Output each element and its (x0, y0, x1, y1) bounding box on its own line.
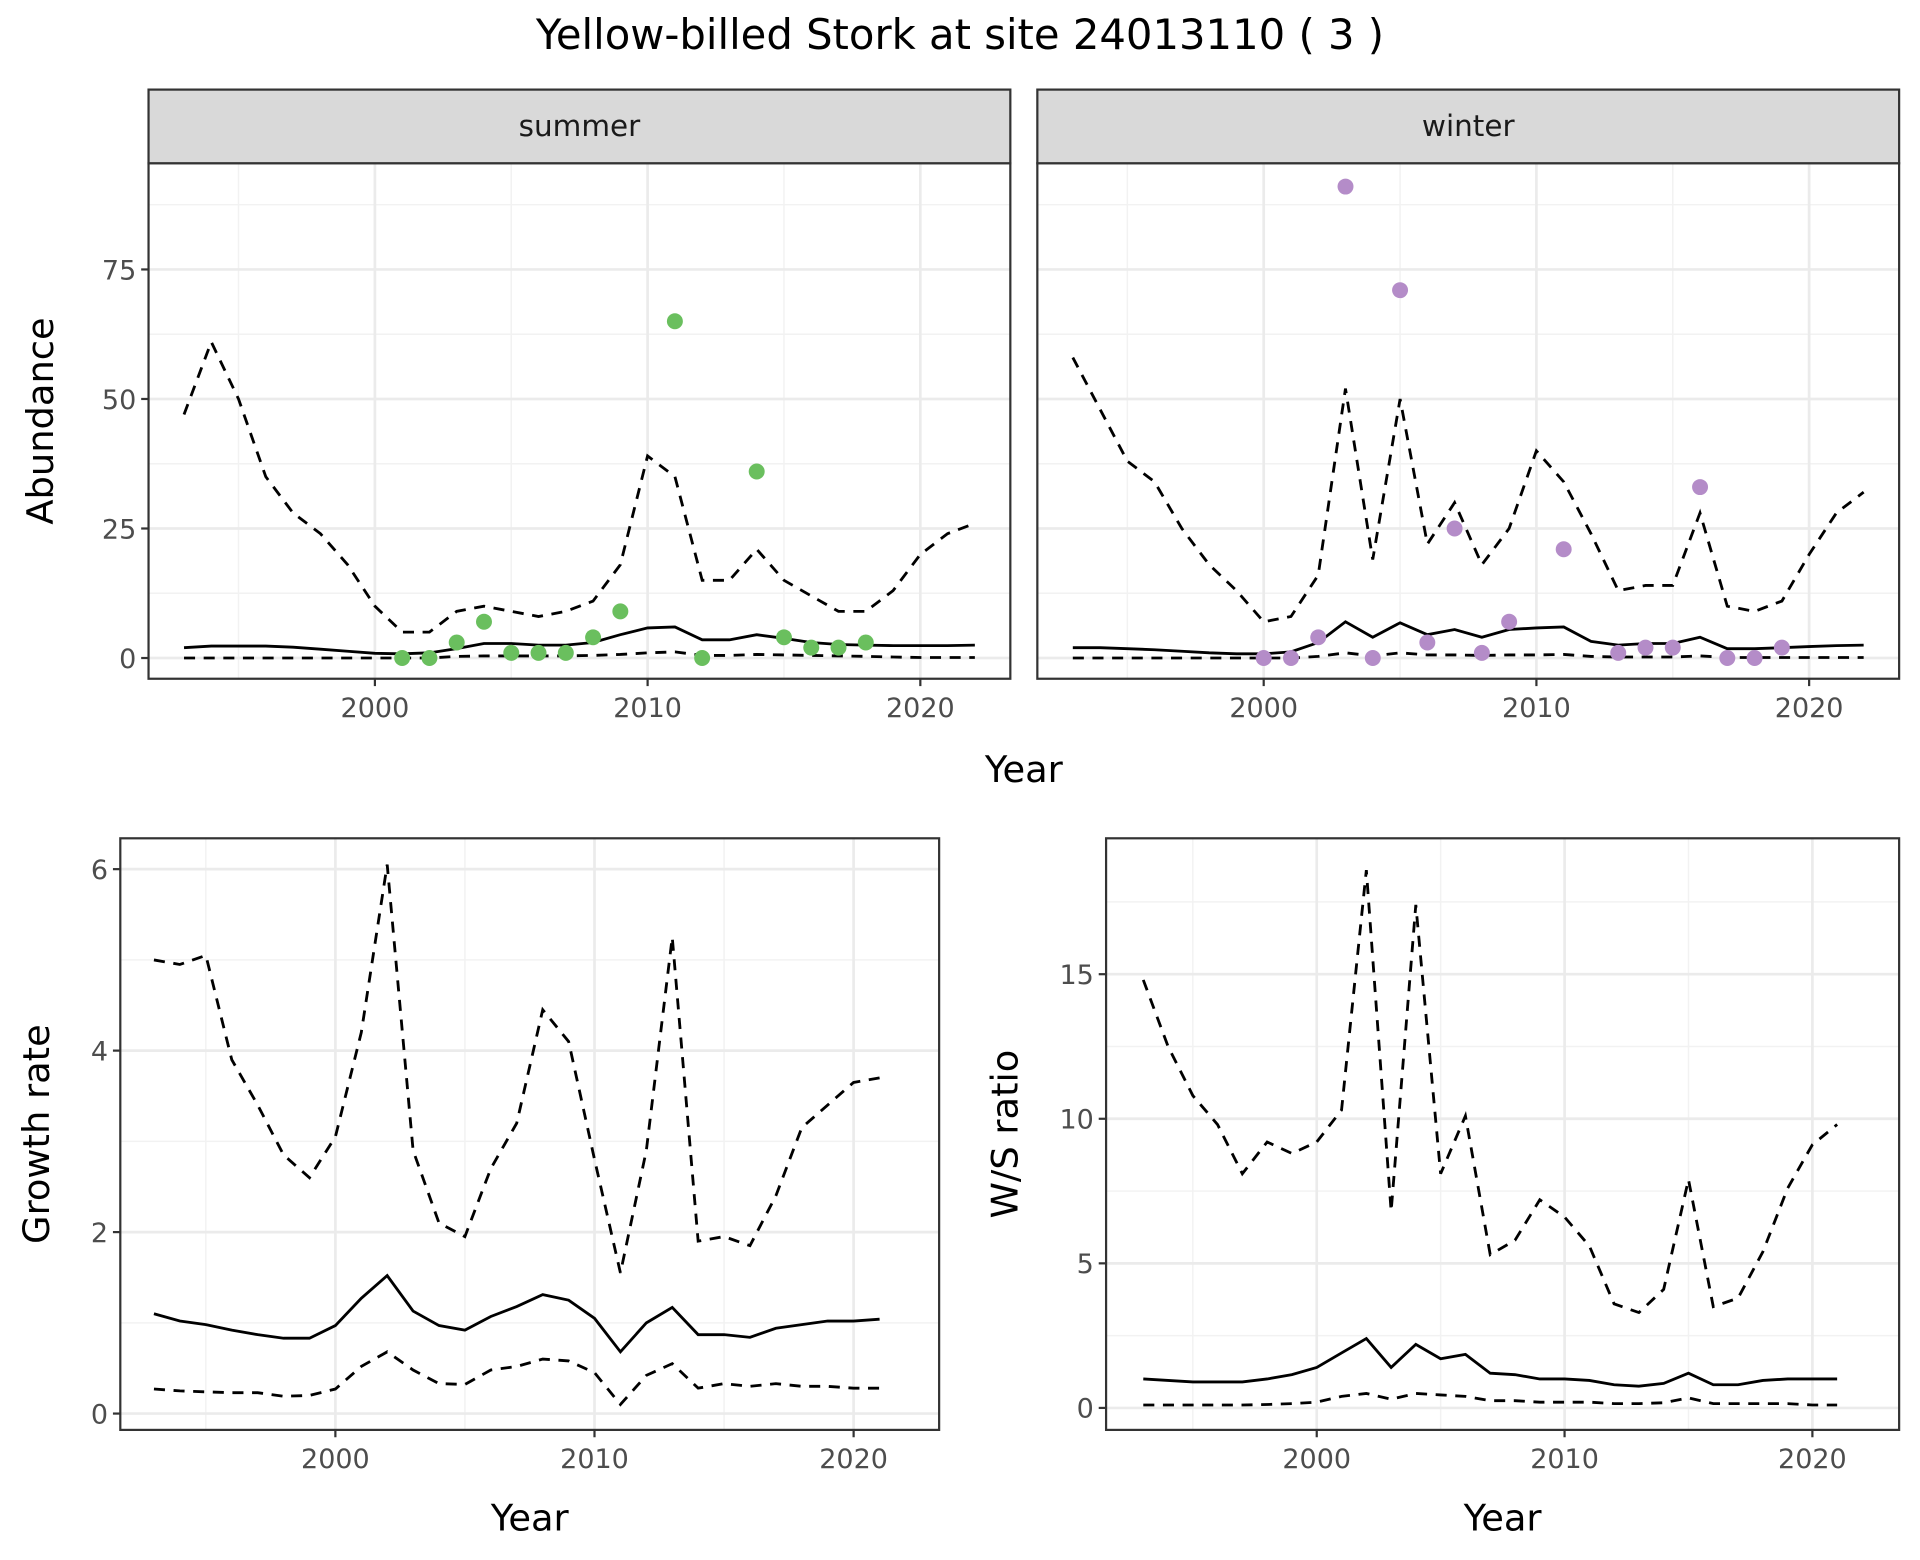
upper-bound-line (1141, 869, 1839, 1315)
data-point (666, 313, 683, 330)
panel-growth: 2000 2010 2020 0 2 4 6 Growth rate Year (15, 837, 941, 1540)
x-tick-label: 2010 (613, 693, 682, 724)
data-point (1419, 634, 1436, 651)
data-point (775, 629, 792, 646)
median-line (1072, 620, 1864, 656)
upper-bound-line (182, 338, 976, 634)
x-tick-label: 2000 (1282, 1444, 1351, 1475)
y-tick-label: 10 (1059, 1105, 1093, 1136)
figure-title: Yellow-billed Stork at site 24013110 ( 3… (535, 10, 1384, 59)
data-point (1337, 178, 1354, 195)
lower-bound-line (184, 650, 975, 660)
y-tick-label: 0 (91, 1399, 108, 1430)
x-tick-label: 2000 (1229, 693, 1298, 724)
data-point (476, 613, 492, 630)
data-point (803, 639, 820, 656)
strip-background (1036, 88, 1901, 165)
data-point (557, 644, 574, 661)
data-point (1719, 650, 1736, 666)
x-tick-label: 2020 (819, 1444, 888, 1475)
data-point (1310, 629, 1327, 646)
y-axis-title: Growth rate (15, 1024, 58, 1244)
data-point (585, 629, 602, 646)
data-point (1746, 650, 1763, 666)
x-axis-title: Year (490, 1497, 570, 1540)
lower-bound-line (1072, 651, 1864, 660)
data-point (394, 650, 411, 666)
y-tick-label: 0 (1077, 1394, 1094, 1425)
data-point (857, 634, 874, 651)
x-tick-label: 2020 (886, 693, 955, 724)
data-point (1773, 639, 1790, 656)
y-axis-title: W/S ratio (984, 1050, 1027, 1219)
x-tick-label: 2000 (301, 1444, 370, 1475)
data-point (694, 650, 711, 666)
y-tick-label: 5 (1077, 1249, 1094, 1280)
data-point (1664, 639, 1681, 656)
y-tick-label: 75 (102, 255, 136, 286)
strip-label: winter (1422, 109, 1516, 143)
data-point (421, 650, 438, 666)
panel-border (119, 837, 941, 1432)
x-tick-label: 2010 (560, 1444, 629, 1475)
data-point (1637, 639, 1654, 656)
data-point (1555, 541, 1572, 558)
y-tick-label: 50 (102, 385, 136, 416)
median-line (153, 1273, 880, 1355)
upper-bound-line (153, 864, 880, 1274)
strip-background (147, 88, 1012, 165)
data-point (830, 639, 847, 656)
x-tick-label: 2020 (1778, 1444, 1847, 1475)
data-point (1692, 479, 1709, 496)
panel-summer: summer 2000 2010 2020 0 25 50 75 Abundance Year (19, 88, 1064, 791)
lower-bound-line (153, 1350, 880, 1407)
data-point (1255, 650, 1272, 666)
x-tick-label: 2010 (1530, 1444, 1599, 1475)
y-tick-label: 4 (91, 1036, 108, 1067)
y-tick-label: 25 (102, 514, 136, 545)
panel-winter: winter 2000 2010 2020 (1036, 88, 1901, 724)
data-point (612, 603, 629, 620)
data-point (1501, 613, 1518, 630)
y-tick-label: 2 (91, 1218, 108, 1249)
panel-ws: 2000 2010 2020 0 5 10 15 W/S ratio Year (984, 837, 1901, 1540)
y-tick-label: 6 (91, 855, 108, 886)
x-axis-title: Year (984, 748, 1064, 791)
data-point (1446, 520, 1463, 537)
y-tick-label: 15 (1059, 960, 1093, 991)
panel-border (1104, 837, 1901, 1432)
data-point (1364, 650, 1381, 666)
x-tick-label: 2000 (341, 693, 410, 724)
data-point (503, 644, 520, 661)
data-point (1473, 644, 1490, 661)
data-point (448, 634, 465, 651)
x-tick-label: 2010 (1502, 693, 1571, 724)
y-tick-label: 0 (119, 644, 136, 675)
x-tick-label: 2020 (1775, 693, 1844, 724)
x-axis-title: Year (1463, 1497, 1543, 1540)
strip-label: summer (519, 109, 642, 143)
data-point (1282, 650, 1299, 666)
data-point (1392, 282, 1409, 299)
data-point (748, 463, 765, 480)
upper-bound-line (1071, 356, 1865, 624)
median-line (1143, 1336, 1838, 1388)
data-point (1610, 644, 1627, 661)
y-axis-title: Abundance (19, 317, 62, 524)
data-point (530, 644, 547, 661)
